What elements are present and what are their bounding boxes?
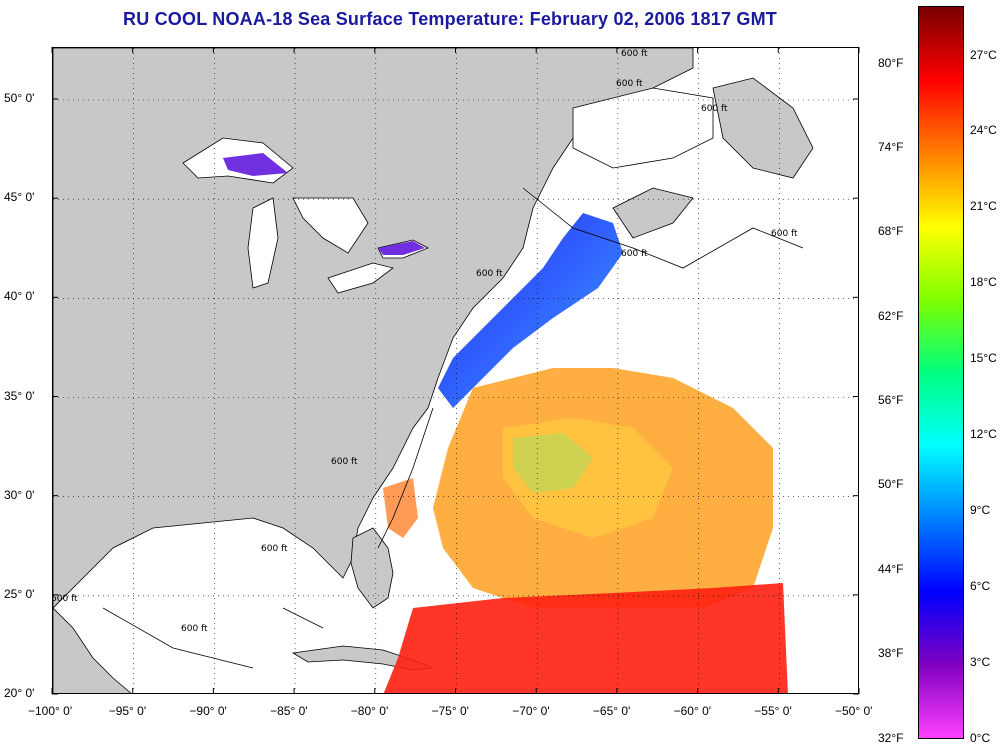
lake-michigan <box>247 197 279 289</box>
colorbar-celsius-tick: 21°C <box>970 199 997 213</box>
longitude-tick-label: −100° 0' <box>28 704 73 718</box>
chart-title: RU COOL NOAA-18 Sea Surface Temperature:… <box>123 9 777 29</box>
colorbar-celsius-tick: 24°C <box>970 123 997 137</box>
latitude-tick-label: 35° 0' <box>4 388 35 403</box>
colorbar-celsius-tick: 27°C <box>970 48 997 62</box>
lake-huron <box>292 197 369 254</box>
colorbar-celsius-tick: 3°C <box>970 655 991 669</box>
depth-contour-label: 600 ft <box>771 229 798 239</box>
longitude-tick-label: −60° 0' <box>673 704 712 718</box>
sst-cold-shelf <box>438 213 623 408</box>
temperature-colorbar <box>918 6 964 739</box>
colorbar-fahrenheit-tick: 80°F <box>878 56 904 70</box>
longitude-tick-label: −95° 0' <box>108 704 147 718</box>
land-newfoundland <box>712 77 814 179</box>
colorbar-fahrenheit-tick: 32°F <box>878 731 904 745</box>
depth-contour-label: 600 ft <box>53 594 78 604</box>
depth-contour-label: 600 ft <box>701 104 728 114</box>
longitude-tick-label: −70° 0' <box>512 704 550 718</box>
land-nova-scotia <box>612 187 694 239</box>
depth-contour-label: 600 ft <box>621 49 648 59</box>
latitude-tick-label: 30° 0' <box>4 487 35 502</box>
depth-contour-label: 600 ft <box>181 624 208 634</box>
colorbar-celsius-tick: 15°C <box>970 351 997 365</box>
colorbar-celsius-tick: 6°C <box>970 579 991 593</box>
longitude-tick-label: −75° 0' <box>431 704 469 718</box>
colorbar-celsius-tick: 0°C <box>970 731 991 745</box>
longitude-tick-label: −55° 0' <box>754 704 792 718</box>
depth-contour-label: 600 ft <box>476 269 503 279</box>
colorbar-fahrenheit-tick: 50°F <box>878 477 904 491</box>
colorbar-fahrenheit-tick: 74°F <box>878 140 904 154</box>
colorbar-fahrenheit-tick: 44°F <box>878 562 904 576</box>
depth-contour-label: 600 ft <box>616 79 643 89</box>
longitude-tick-label: −65° 0' <box>592 704 631 718</box>
longitude-tick-label: −80° 0' <box>350 704 389 718</box>
colorbar-celsius-tick: 9°C <box>970 503 991 517</box>
latitude-tick-label: 40° 0' <box>4 289 35 304</box>
longitude-tick-label: −85° 0' <box>270 704 308 718</box>
land-florida <box>350 527 394 609</box>
latitude-tick-label: 50° 0' <box>4 91 35 105</box>
depth-contour-600ft <box>102 187 804 669</box>
colorbar-fahrenheit-tick: 62°F <box>878 309 904 323</box>
sst-map: 600 ft 600 ft 600 ft 600 ft 600 ft 600 ft 600 … <box>52 47 859 694</box>
colorbar-fahrenheit-tick: 68°F <box>878 224 904 238</box>
depth-contour-label: 600 ft <box>331 457 358 467</box>
sst-tropical <box>383 583 788 693</box>
latitude-tick-label: 45° 0' <box>4 190 35 205</box>
lake-erie <box>327 262 394 294</box>
colorbar-fahrenheit-tick: 56°F <box>878 393 904 407</box>
colorbar-celsius-tick: 18°C <box>970 275 997 289</box>
latitude-tick-label: 25° 0' <box>4 586 35 601</box>
map-canvas: 600 ft 600 ft 600 ft 600 ft 600 ft 600 ft 600 … <box>53 48 858 693</box>
depth-contour-label: 600 ft <box>621 249 648 259</box>
longitude-tick-label: −90° 0' <box>189 704 227 718</box>
depth-contour-label: 600 ft <box>261 544 288 554</box>
longitude-tick-label: −50° 0' <box>835 704 873 718</box>
colorbar-celsius-tick: 12°C <box>970 427 997 441</box>
land-mexico <box>53 607 132 693</box>
colorbar-fahrenheit-tick: 38°F <box>878 646 904 660</box>
latitude-tick-label: 20° 0' <box>4 686 35 700</box>
